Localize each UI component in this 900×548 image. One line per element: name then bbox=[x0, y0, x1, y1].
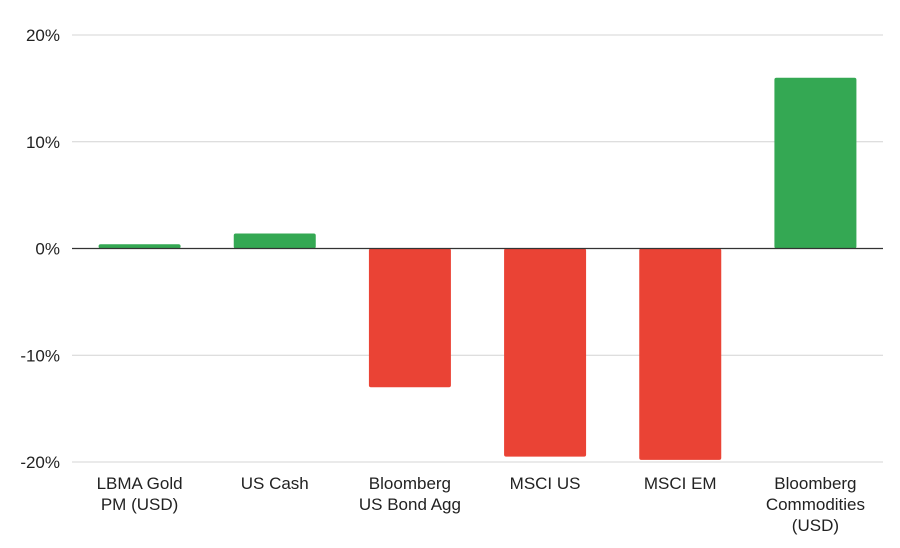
bar bbox=[98, 244, 181, 249]
y-tick-label: 10% bbox=[26, 133, 60, 152]
grid-lines bbox=[72, 34, 883, 463]
x-tick-label: US Cash bbox=[241, 474, 309, 493]
bar bbox=[639, 248, 722, 460]
bar bbox=[774, 77, 857, 249]
x-tick-label: MSCI EM bbox=[644, 474, 717, 493]
y-tick-label: -10% bbox=[20, 346, 60, 365]
x-axis-category-labels: LBMA Gold PM (USD) US Cash Bloomberg US Bond… bbox=[97, 474, 865, 535]
x-tick-label: MSCI US bbox=[510, 474, 581, 493]
y-tick-label: 0% bbox=[35, 240, 60, 259]
x-tick-label: LBMA Gold PM (USD) bbox=[97, 474, 183, 514]
bar bbox=[233, 233, 316, 249]
y-axis-tick-labels: 20% 10% 0% -10% -20% bbox=[20, 26, 60, 472]
y-tick-label: -20% bbox=[20, 453, 60, 472]
bar bbox=[368, 248, 451, 388]
x-tick-label: Bloomberg US Bond Agg bbox=[359, 474, 461, 514]
y-tick-label: 20% bbox=[26, 26, 60, 45]
x-tick-label: Bloomberg Commodities (USD) bbox=[766, 474, 865, 535]
bars bbox=[98, 77, 857, 460]
bar bbox=[504, 248, 587, 457]
